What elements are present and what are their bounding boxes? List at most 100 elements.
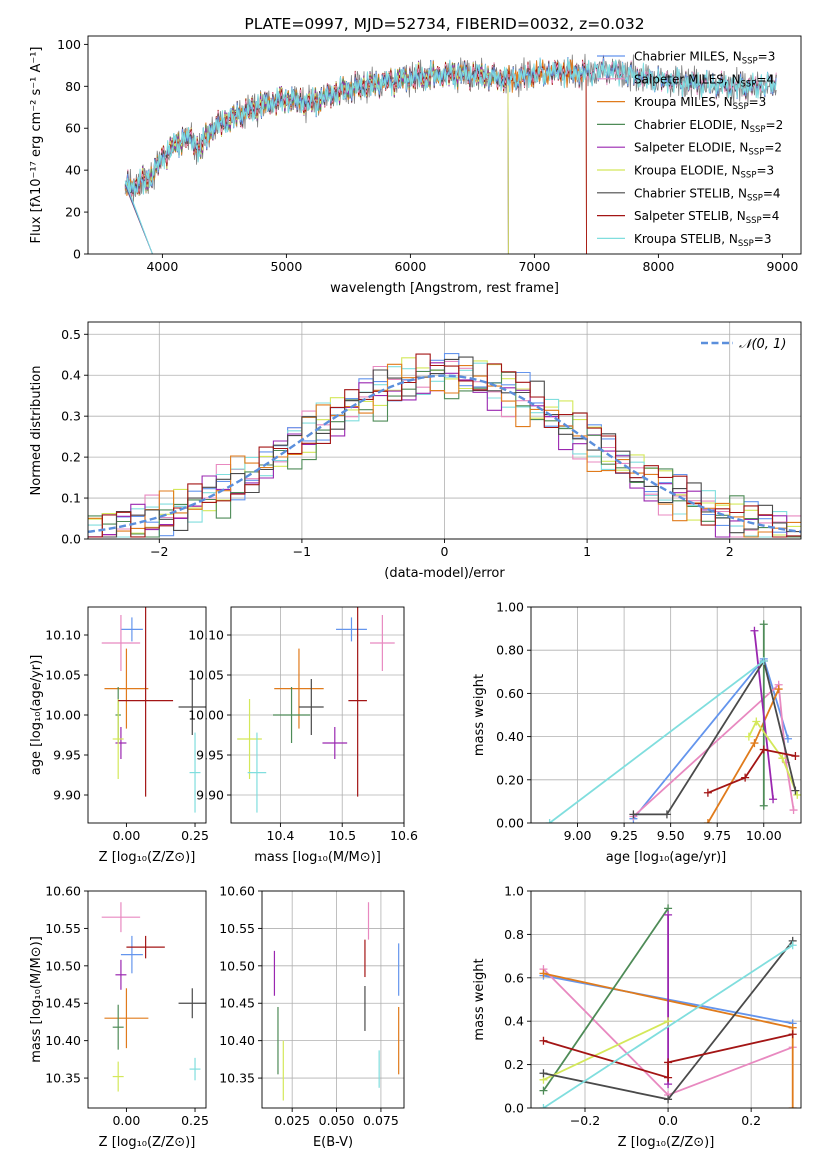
plus-marker (789, 806, 798, 815)
errorbar-point-salpeter_miles (101, 902, 141, 933)
spectrum-panel (124, 53, 777, 254)
x-axis-label: Z [log₁₀(Z/Z⊙)] (99, 1135, 196, 1150)
age_vs_mass-panel (231, 607, 405, 823)
mass_weight_vs_age-axes: 9.00 9.25 9.50 9.75 10.00 0.00 0.20 0.40 0.60 0.8… (472, 600, 802, 865)
plus-marker (664, 1017, 673, 1026)
y-tick-label: 10.40 (45, 1033, 81, 1048)
spectrum-axes: 4000 5000 6000 7000 8000 9000 0 20 40 60 80 100 wave… (29, 35, 802, 296)
x-axis-label: E(B-V) (313, 1135, 353, 1150)
errorbar-point-salpeter_elodie (115, 959, 127, 990)
y-tick-label: 10.10 (188, 628, 224, 643)
y-tick-label: 10.55 (45, 921, 81, 936)
y-tick-label: 10.40 (219, 1033, 255, 1048)
plus-marker (662, 810, 671, 819)
errorbar-point-chabrier_miles (336, 617, 367, 642)
y-tick-label: 10.10 (45, 628, 81, 643)
errorbar-point-kroupa_elodie (112, 1061, 124, 1092)
x-tick-label: 0.025 (274, 1113, 310, 1128)
mass_weight_vs_z-marks (539, 904, 797, 1108)
y-tick-label: 10.05 (188, 668, 224, 683)
y-tick-label: 0.5 (61, 327, 81, 342)
x-axis-label: Z [log₁₀(Z/Z⊙)] (618, 1135, 715, 1150)
x-tick-label: 6000 (394, 259, 426, 274)
y-tick-label: 0.6 (504, 970, 524, 985)
x-axis-label: (data-model)/error (384, 566, 505, 581)
mass_vs_ebv-panel (262, 890, 404, 1108)
plus-marker (759, 801, 768, 810)
legend-entry: Chabrier ELODIE, NSSP=2 (634, 118, 783, 135)
plus-marker (664, 1058, 673, 1067)
legend-entry: 𝒩(0, 1) (739, 337, 786, 352)
x-tick-label: −0.2 (570, 1113, 600, 1128)
y-tick-label: 10.60 (219, 884, 255, 899)
errorbar-point-salpeter_stelib (126, 935, 165, 959)
x-tick-label: 0.050 (319, 1113, 355, 1128)
y-tick-label: 0.20 (496, 772, 524, 787)
legend-entry: Chabrier STELIB, NSSP=4 (634, 186, 781, 203)
y-tick-label: 0.80 (496, 643, 524, 658)
spectrum-model-chabrier_elodie (124, 61, 509, 254)
plus-marker (741, 773, 750, 782)
y-tick-label: 0.1 (61, 491, 81, 506)
plus-marker (545, 819, 554, 823)
x-tick-label: 0.00 (112, 828, 140, 843)
mass-weight-line-kroupa_elodie (744, 717, 801, 799)
y-tick-label: 10.35 (45, 1071, 81, 1086)
y-axis-label: mass [log₁₀(M/M⊙)] (29, 936, 44, 1063)
plus-marker (778, 754, 787, 763)
x-tick-label: 0.075 (363, 1113, 399, 1128)
errorbar-point-kroupa_miles (274, 648, 324, 729)
plus-marker (750, 626, 759, 635)
plus-marker (788, 1030, 797, 1039)
y-tick-label: 0.0 (61, 532, 81, 547)
plus-marker (703, 788, 712, 797)
y-tick-label: 10.45 (45, 996, 81, 1011)
mass_vs_z-panel (101, 902, 206, 1092)
mass-weight-line-chabrier_stelib (539, 936, 797, 1104)
legend-entry: Salpeter MILES, NSSP=4 (634, 72, 774, 89)
spectrum-model-kroupa_stelib (124, 57, 777, 254)
y-tick-label: 0.0 (504, 1101, 524, 1116)
y-tick-label: 10.35 (219, 1071, 255, 1086)
mass-weight-line-salpeter_stelib (703, 745, 800, 797)
mass-weight-line-salpeter_elodie (750, 626, 778, 804)
mass_vs_z-marks (101, 902, 206, 1092)
y-tick-label: 40 (65, 163, 81, 178)
x-tick-label: −2 (150, 544, 168, 559)
y-axis-label: mass weight (472, 958, 487, 1040)
x-tick-label: 2 (726, 544, 734, 559)
mass_weight_vs_age-marks (545, 620, 801, 823)
plus-marker (539, 1104, 548, 1108)
errorbar-point-kroupa_elodie (237, 699, 262, 779)
y-tick-label: 10.00 (45, 708, 81, 723)
y-axis-label: Normed distribution (29, 366, 44, 496)
x-tick-label: 0.25 (181, 1113, 209, 1128)
y-tick-label: 60 (65, 121, 81, 136)
plus-marker (539, 969, 548, 978)
plus-marker (539, 1086, 548, 1095)
errorbar-point-chabrier_elodie (112, 1004, 124, 1050)
plus-marker (759, 657, 768, 665)
x-tick-label: 5000 (270, 259, 302, 274)
residuals-panel (88, 322, 801, 540)
y-axis-label: age [log₁₀(age/yr)] (29, 655, 44, 776)
errorbar-point-chabrier_stelib (178, 988, 206, 1019)
plus-marker (791, 786, 800, 795)
y-tick-label: 20 (65, 205, 81, 220)
mass-weight-line-kroupa_stelib (545, 657, 768, 823)
errorbar-point-salpeter_stelib (348, 607, 367, 797)
axes-frame (530, 606, 802, 824)
mass_weight_vs_age-panel (531, 606, 801, 824)
y-tick-label: 0.2 (504, 1057, 524, 1072)
errorbar-point-chabrier_miles (120, 935, 143, 974)
y-axis-label: Flux [fλ10⁻¹⁷ erg cm⁻² s⁻¹ A⁻¹] (29, 47, 44, 244)
mass-weight-line-salpeter_stelib (539, 1030, 797, 1082)
x-tick-label: 10.5 (328, 828, 356, 843)
y-tick-label: 10.05 (45, 668, 81, 683)
x-tick-label: 0.0 (658, 1113, 678, 1128)
age_vs_mass-marks (237, 607, 395, 813)
legend-entry: Salpeter ELODIE, NSSP=2 (634, 141, 782, 158)
errorbar-point-kroupa_stelib (189, 1057, 201, 1081)
axes-frame (261, 890, 405, 1109)
